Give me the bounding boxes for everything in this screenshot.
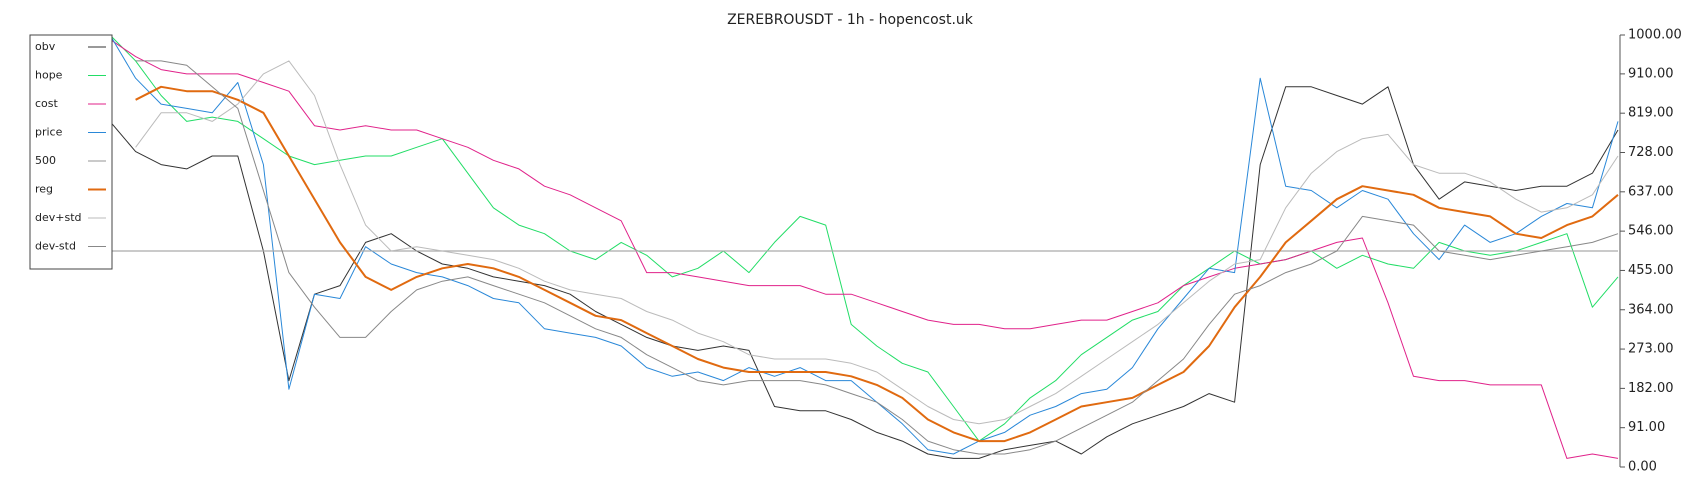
y-tick-label: 728.00 <box>1628 145 1674 160</box>
legend-box <box>29 34 113 270</box>
legend-label: cost <box>35 97 59 110</box>
y-tick-label: 455.00 <box>1628 263 1674 278</box>
series-line <box>135 85 1619 443</box>
y-tick-label: 546.00 <box>1628 224 1674 239</box>
series-line <box>135 60 1619 455</box>
legend-label: dev+std <box>35 211 82 224</box>
y-tick-label: 819.00 <box>1628 106 1674 121</box>
series-line <box>109 38 1619 459</box>
legend-label: dev-std <box>35 240 76 253</box>
series-line <box>135 60 1619 425</box>
y-tick-label: 637.00 <box>1628 184 1674 199</box>
y-tick-label: 91.00 <box>1628 420 1665 435</box>
y-tick-label: 273.00 <box>1628 342 1674 357</box>
y-tick-label: 182.00 <box>1628 381 1674 396</box>
legend-label: reg <box>35 183 53 196</box>
legend-label: obv <box>35 40 56 53</box>
y-tick-label: 1000.00 <box>1628 28 1682 43</box>
y-tick-label: 910.00 <box>1628 66 1674 81</box>
legend-label: price <box>35 126 63 139</box>
chart-title: ZEREBROUSDT - 1h - hopencost.uk <box>727 12 974 28</box>
y-tick-label: 0.00 <box>1628 460 1657 475</box>
series-line <box>109 86 1619 459</box>
legend: obv hope cost price 500 reg dev+std dev-std <box>29 34 113 270</box>
legend-label: 500 <box>35 154 56 167</box>
y-tick-label: 364.00 <box>1628 302 1674 317</box>
legend-label: hope <box>35 69 63 82</box>
series-line <box>109 34 1619 455</box>
series-line <box>109 34 1619 442</box>
